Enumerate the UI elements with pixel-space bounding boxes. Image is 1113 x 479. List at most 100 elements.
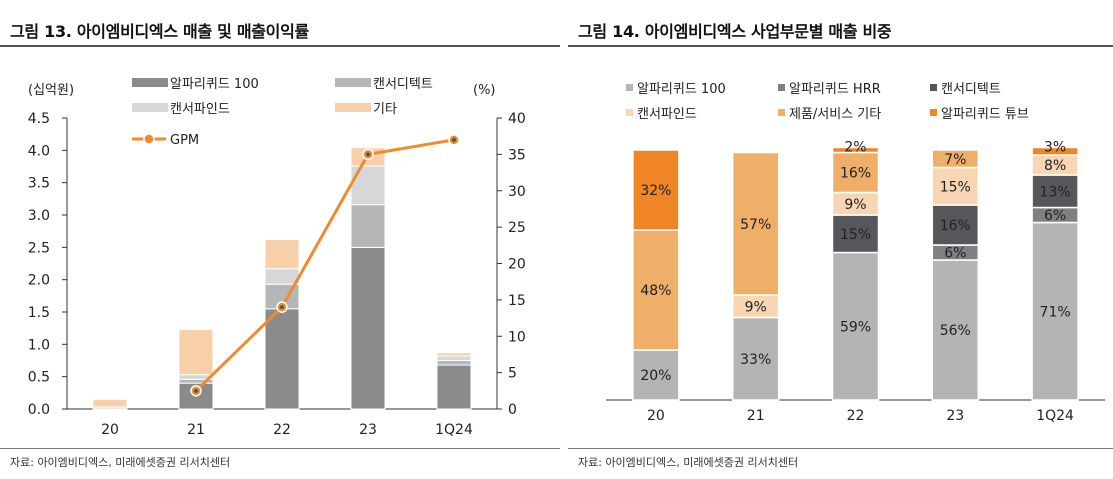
left-chart-panel: 그림 13. 아이엠비디엑스 매출 및 매출이익률 0.0 0.5 1.0 1.5 2.… — [0, 22, 560, 469]
right-tick-label: 30 — [508, 184, 526, 200]
x-tick-label: 20 — [101, 422, 119, 438]
right-chart-title: 그림 14. 아이엠비디엑스 사업부문별 매출 비중 — [578, 22, 892, 41]
legend-swatch — [778, 109, 785, 116]
legend-swatch — [132, 78, 168, 87]
segment-label: 15% — [940, 179, 971, 195]
left-tick-label: 0.0 — [28, 402, 50, 418]
bar-segment — [350, 165, 386, 206]
segment-label: 13% — [1040, 184, 1071, 200]
right-source-rule — [568, 448, 1113, 449]
x-tick-label: 23 — [359, 422, 377, 438]
x-tick-label: 23 — [946, 408, 964, 424]
right-tick-label: 35 — [508, 147, 526, 163]
segment-label: 2% — [844, 140, 866, 156]
legend-label: 캔서파인드 — [170, 102, 230, 117]
right-title-rule — [568, 45, 1113, 47]
gpm-point-core — [366, 152, 370, 157]
segment-label: 71% — [1040, 304, 1071, 320]
bar-segment — [632, 229, 680, 351]
legend-label: GPM — [170, 133, 199, 148]
right-tick-label: 25 — [508, 220, 526, 236]
segment-label: 32% — [640, 183, 671, 199]
bar-segment — [831, 251, 880, 401]
legend-label: 알파리퀴드 튜브 — [941, 107, 1029, 122]
left-tick-label: 2.0 — [28, 273, 50, 289]
right-axis-unit: (%) — [473, 83, 496, 98]
left-tick-label: 4.5 — [28, 111, 50, 127]
legend-swatch — [778, 84, 785, 91]
bar-segment — [931, 204, 980, 246]
right-tick-label: 5 — [508, 366, 517, 382]
legend-swatch — [335, 103, 371, 112]
left-tick-label: 3.5 — [28, 176, 50, 192]
bar-segment — [831, 146, 880, 154]
bar-segment — [350, 246, 386, 410]
legend-label: 캔서디텍트 — [373, 77, 433, 92]
x-tick-label: 22 — [847, 408, 865, 424]
bar-segment — [931, 259, 980, 401]
bar-segment — [436, 355, 472, 361]
right-chart-svg: 20 20% 48% 32% 21 33% 9% 57% 22 59% 15% 9% 16% 2% 23 56… — [606, 82, 1105, 424]
x-tick-label: 21 — [747, 408, 765, 424]
bar-segment — [931, 166, 980, 206]
right-tick-label: 20 — [508, 257, 526, 273]
legend-swatch — [335, 78, 371, 87]
x-tick-label: 1Q24 — [435, 422, 473, 438]
bar-segment — [436, 352, 472, 357]
legend-label: 캔서파인드 — [637, 107, 697, 122]
bar-segment — [436, 360, 472, 366]
legend-swatch — [930, 109, 937, 116]
legend-swatch — [132, 103, 168, 112]
legend-label: 알파리퀴드 HRR — [789, 82, 881, 97]
legend-label: 알파리퀴드 100 — [637, 82, 726, 97]
left-tick-label: 4.0 — [28, 143, 50, 159]
gpm-line — [194, 138, 455, 392]
gpm-point-core — [452, 137, 456, 142]
segment-label: 56% — [940, 323, 971, 339]
gpm-point-core — [280, 305, 284, 310]
bar-segment — [264, 308, 300, 410]
bar-segment — [178, 328, 214, 376]
bar-segment — [1031, 146, 1079, 156]
left-tick-label: 0.5 — [28, 370, 50, 386]
bar-segment — [1031, 174, 1079, 209]
segment-label: 7% — [944, 152, 966, 168]
bar-segment — [92, 398, 128, 408]
bar-segment — [831, 214, 880, 254]
right-tick-label: 40 — [508, 111, 526, 127]
left-chart-svg: 0.0 0.5 1.0 1.5 2.0 2.5 3.0 3.5 4.0 4.5 0 5 10 15 20 25… — [28, 77, 526, 438]
bar-segment — [731, 151, 780, 296]
left-source-rule — [0, 448, 560, 449]
bar-segment — [831, 151, 880, 194]
legend-gpm-marker — [143, 133, 155, 145]
legend-label: 제품/서비스 기타 — [789, 107, 881, 122]
left-title-rule — [0, 45, 560, 47]
segment-label: 16% — [940, 218, 971, 234]
x-tick-label: 21 — [187, 422, 205, 438]
segment-label: 3% — [1044, 140, 1066, 156]
x-tick-label: 22 — [273, 422, 291, 438]
gpm-point-core — [194, 388, 198, 393]
bar-segment — [632, 149, 680, 231]
segment-label: 16% — [840, 166, 871, 182]
x-tick-label: 1Q24 — [1036, 408, 1074, 424]
segment-label: 6% — [944, 246, 966, 262]
segment-label: 15% — [840, 227, 871, 243]
bar-segment — [931, 149, 980, 169]
legend-label: 기타 — [373, 102, 397, 117]
segment-label: 20% — [640, 368, 671, 384]
left-chart-source: 자료: 아이엠비디엑스, 미래에셋증권 리서치센터 — [10, 456, 231, 469]
segment-label: 8% — [1044, 158, 1066, 174]
segment-label: 9% — [745, 299, 767, 315]
bar-segment — [731, 316, 780, 401]
segment-label: 9% — [844, 197, 866, 213]
bar-segment — [264, 268, 300, 285]
left-tick-label: 1.0 — [28, 337, 50, 353]
segment-label: 48% — [640, 283, 671, 299]
legend-label: 알파리퀴드 100 — [170, 77, 259, 92]
left-tick-label: 3.0 — [28, 208, 50, 224]
legend-swatch — [626, 84, 633, 91]
right-chart-panel: 그림 14. 아이엠비디엑스 사업부문별 매출 비중 20 20% 48% 32% 21… — [568, 0, 1113, 479]
legend-swatch — [930, 84, 937, 91]
bar-segment — [436, 364, 472, 410]
